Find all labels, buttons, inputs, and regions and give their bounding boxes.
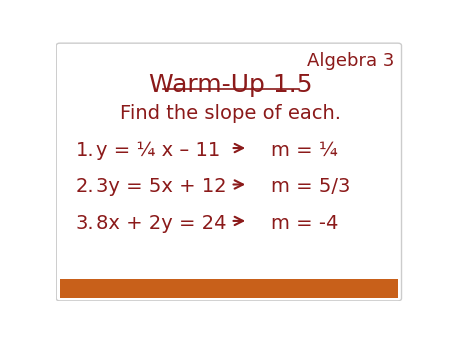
Text: m = -4: m = -4 [271, 214, 338, 233]
Bar [60, 279, 398, 298]
Text: 8x + 2y = 24: 8x + 2y = 24 [96, 214, 227, 233]
FancyBboxPatch shape [56, 43, 401, 301]
Text: 2.: 2. [76, 177, 94, 196]
Text: 3y = 5x + 12: 3y = 5x + 12 [96, 177, 227, 196]
Text: Warm-Up 1.5: Warm-Up 1.5 [149, 73, 312, 97]
Text: y = ¼ x – 11: y = ¼ x – 11 [96, 141, 220, 160]
Text: Find the slope of each.: Find the slope of each. [120, 104, 341, 123]
Text: m = ¼: m = ¼ [271, 141, 338, 160]
Text: 3.: 3. [76, 214, 94, 233]
Text: 1.: 1. [76, 141, 94, 160]
Text: Algebra 3: Algebra 3 [307, 52, 395, 70]
Text: m = 5/3: m = 5/3 [271, 177, 350, 196]
